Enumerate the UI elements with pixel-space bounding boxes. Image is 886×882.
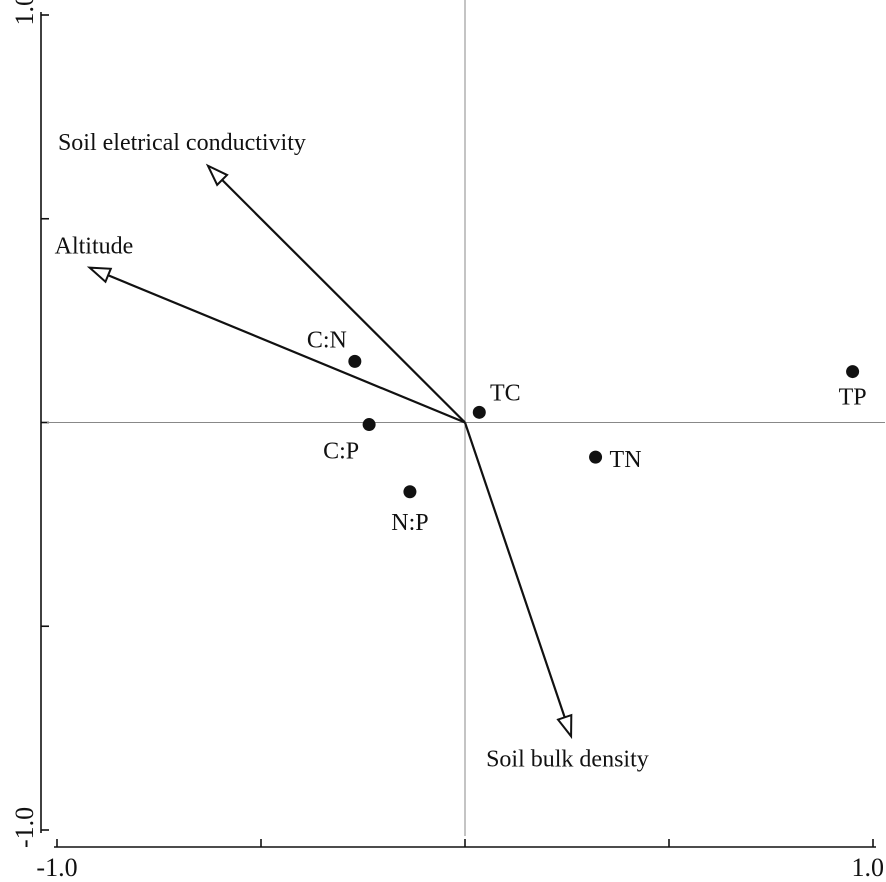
y-tick-label-group: -1.0 (10, 807, 39, 848)
data-point (472, 405, 486, 419)
vector-label: Soil eletrical conductivity (58, 130, 306, 156)
y-tick-label: 1.0 (10, 0, 39, 26)
data-point (362, 418, 376, 432)
x-tick-label: -1.0 (36, 853, 77, 882)
point-label: N:P (391, 510, 428, 536)
point-label: C:N (307, 327, 347, 353)
x-tick-label: 1.0 (852, 853, 885, 882)
vector-arrowhead (86, 266, 113, 284)
data-point (589, 450, 603, 464)
vector-arrowhead (205, 163, 229, 187)
point-label: TP (839, 385, 867, 411)
data-point (846, 365, 860, 379)
vector-label: Altitude (55, 234, 134, 260)
data-point (403, 485, 417, 499)
vector-label: Soil bulk density (486, 746, 649, 772)
y-tick-label: -1.0 (10, 807, 39, 848)
y-tick-label-group: 1.0 (10, 0, 39, 26)
vector-arrowhead (556, 713, 573, 740)
vector-line (221, 179, 466, 424)
point-label: TN (610, 447, 642, 473)
data-point (348, 354, 362, 368)
vector-line (107, 274, 466, 424)
vector-line (463, 422, 566, 718)
point-label: C:P (323, 439, 359, 465)
point-label: TC (490, 380, 521, 406)
